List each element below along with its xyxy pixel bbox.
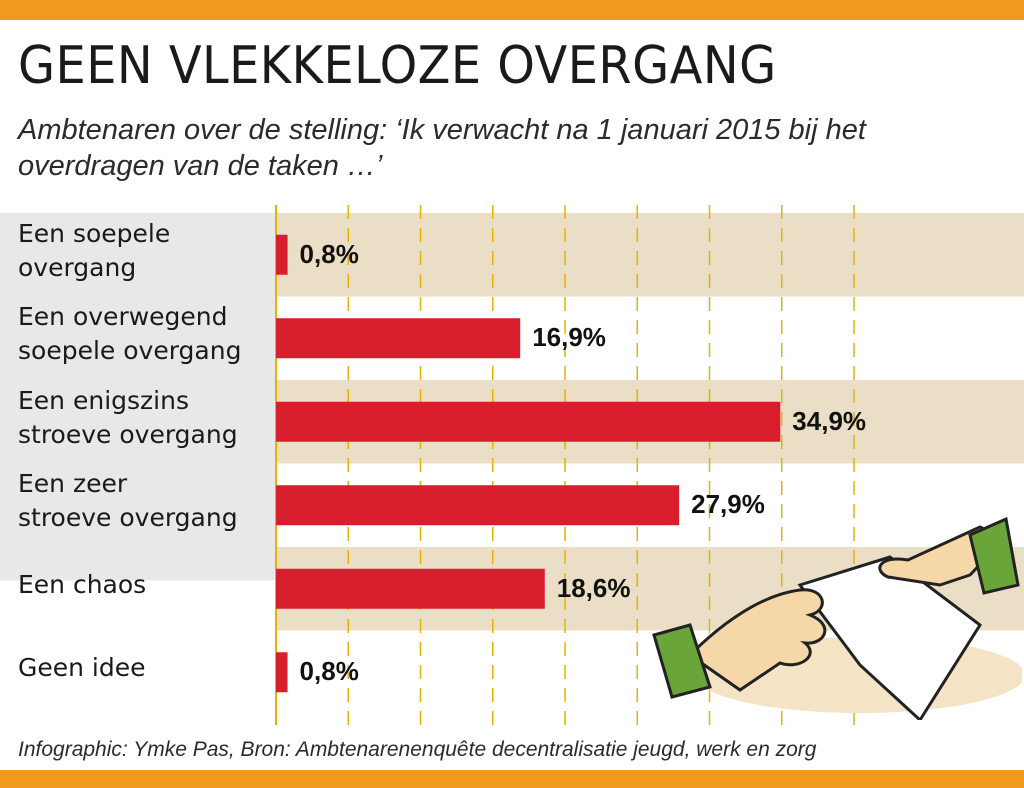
source-note: Infographic: Ymke Pas, Bron: Ambtenarene… (18, 738, 817, 761)
data-label: 0,8% (299, 238, 359, 269)
label-panel (0, 213, 276, 581)
top-accent-stripe (0, 0, 1024, 20)
category-label: Geen idee (18, 653, 146, 683)
chart-title: GEEN VLEKKELOZE OVERGANG (18, 36, 777, 96)
category-label: Een enigszins stroeve overgang (18, 385, 238, 449)
category-label: Een chaos (18, 569, 147, 599)
category-label: Een zeer stroeve overgang (18, 469, 238, 533)
bar (276, 485, 680, 526)
data-label: 18,6% (556, 572, 631, 603)
bar (276, 652, 288, 693)
bottom-accent-stripe (0, 770, 1024, 788)
data-label: 16,9% (532, 322, 606, 353)
data-label: 0,8% (299, 656, 359, 687)
data-label: 27,9% (691, 489, 765, 520)
handing-over-document-illustration (652, 516, 1022, 720)
chart-subtitle: Ambtenaren over de stelling: ‘Ik verwach… (18, 114, 866, 182)
row-band (276, 213, 1024, 297)
data-label: 34,9% (792, 405, 867, 436)
bar (276, 401, 781, 442)
bar (276, 318, 521, 359)
bar (276, 234, 288, 275)
category-label: Een overwegend soepele overgang (18, 302, 242, 366)
bar (276, 568, 545, 609)
category-label: Een soepele overgang (18, 218, 171, 282)
